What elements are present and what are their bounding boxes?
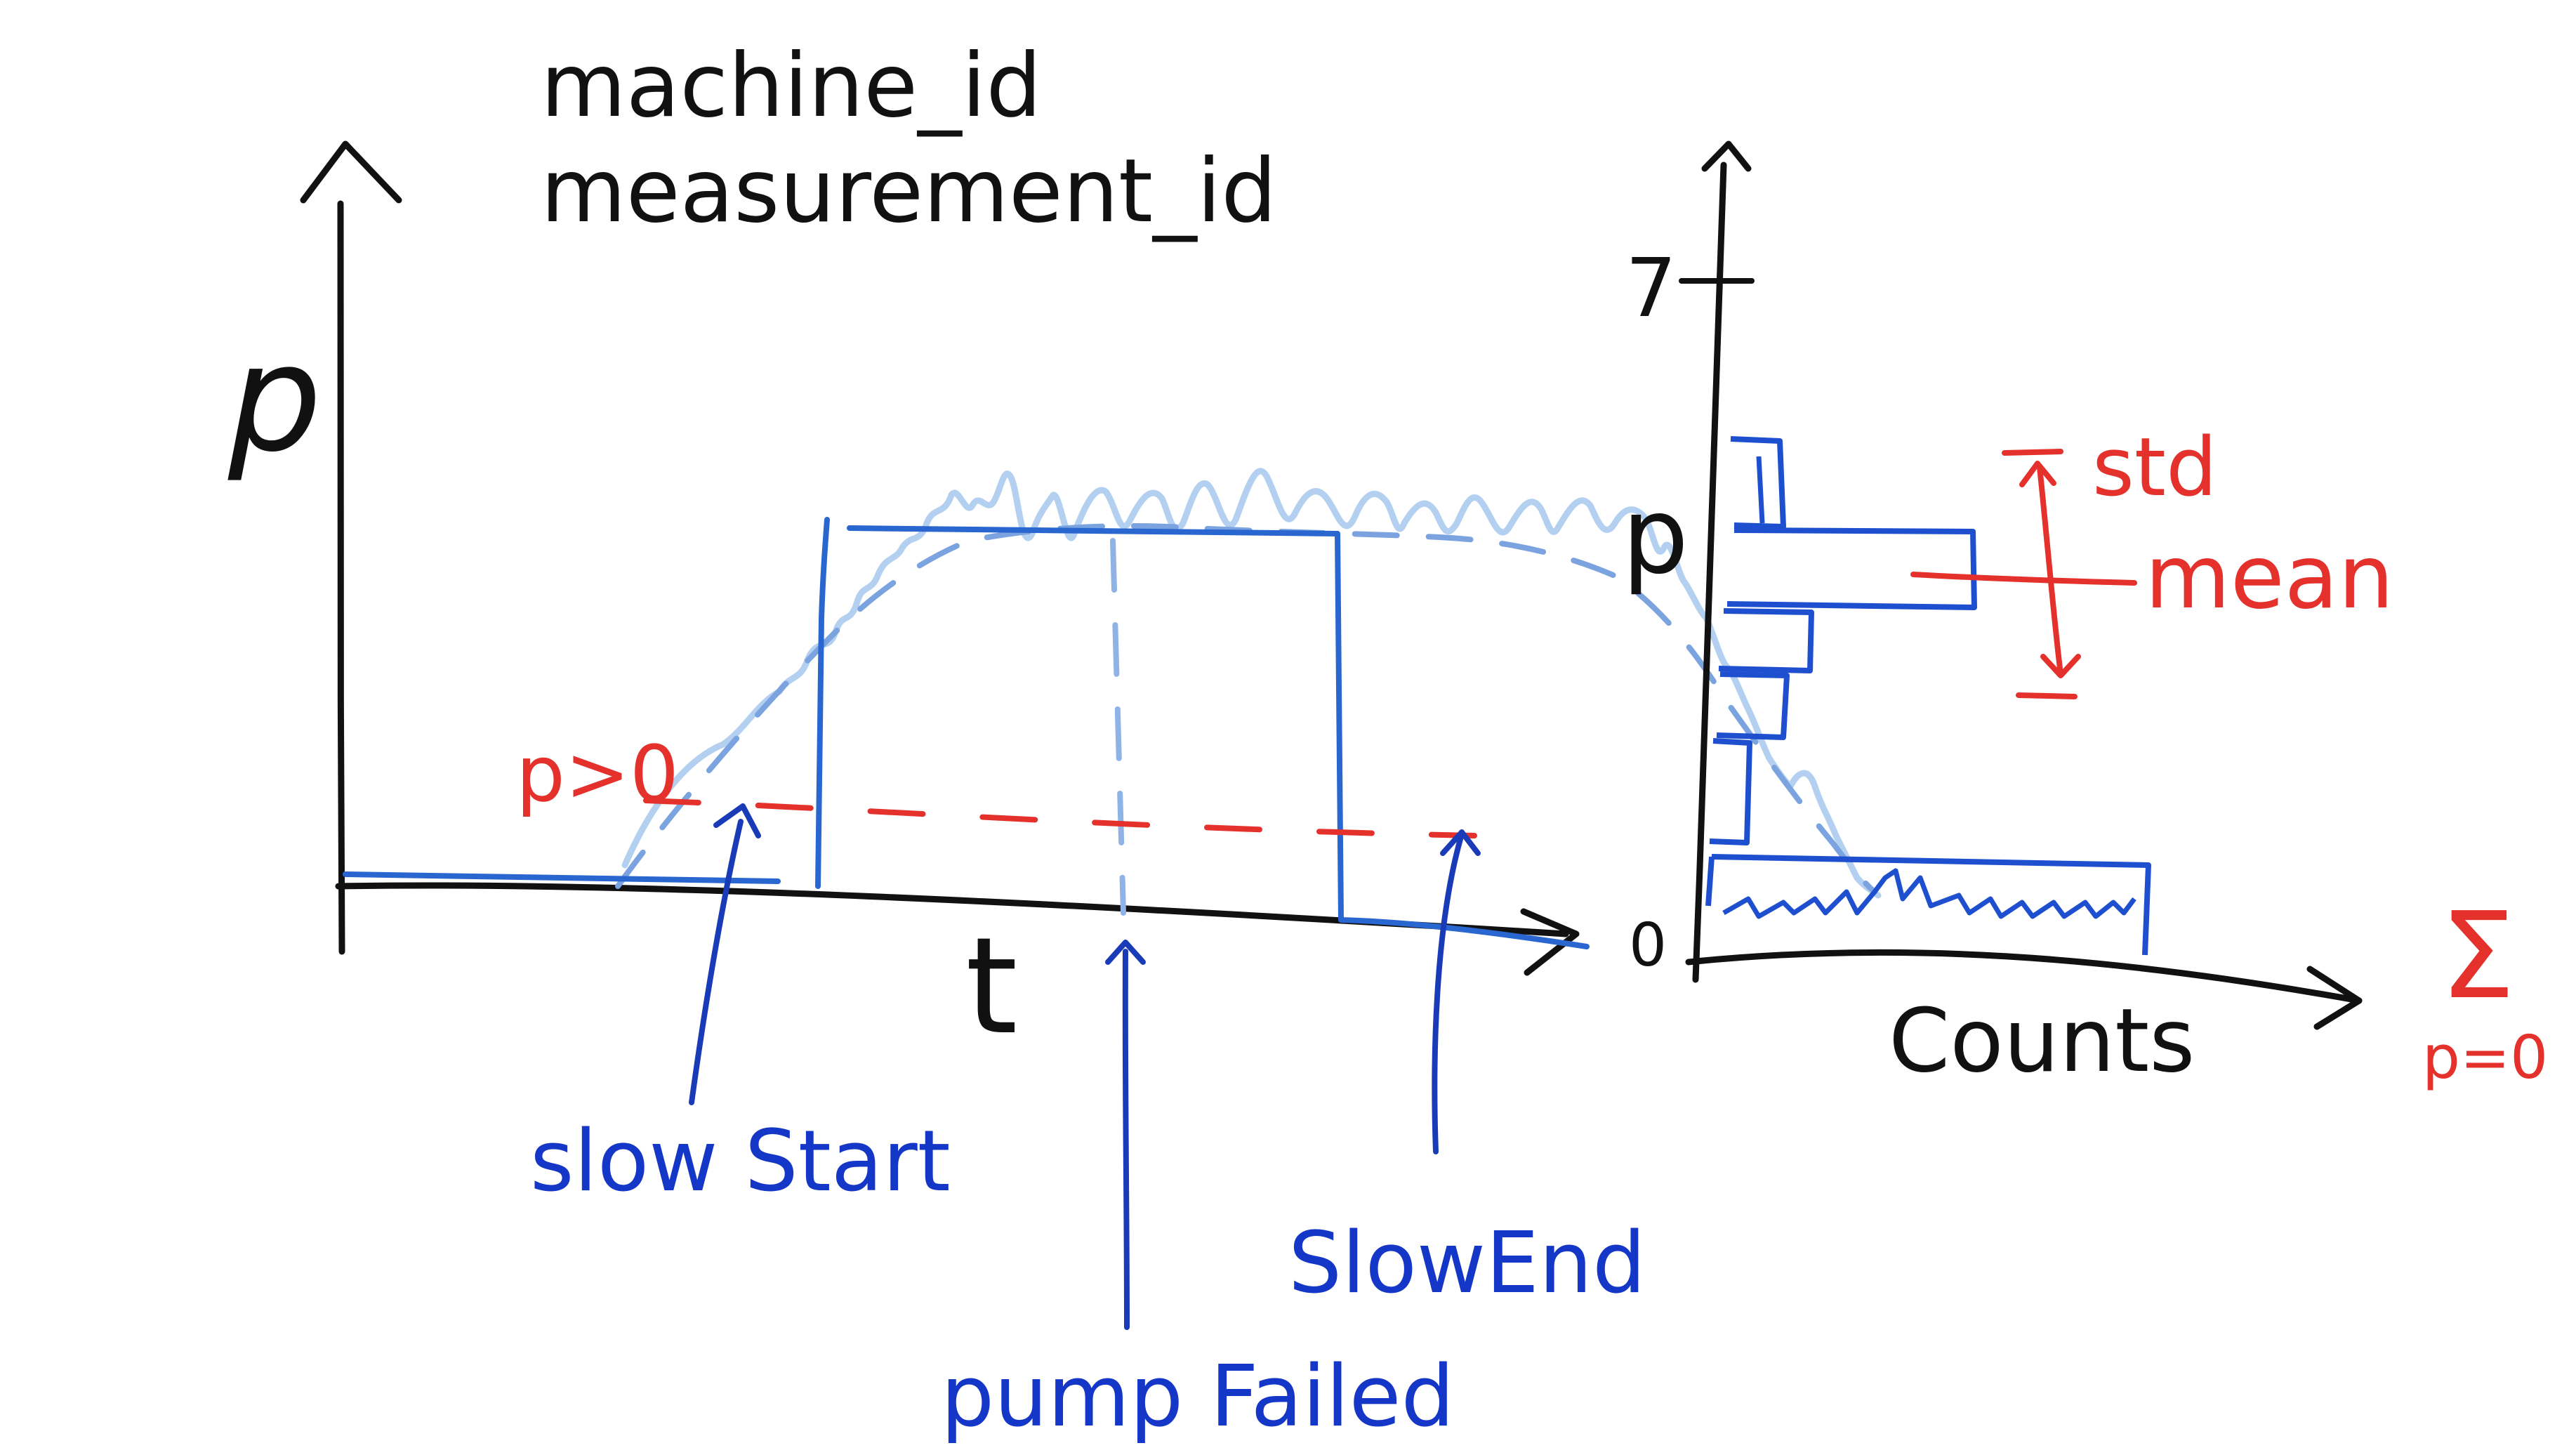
histogram-bar-zero <box>1705 854 2151 956</box>
std-down-arrow-icon <box>2040 654 2081 678</box>
pump-failed-arrow-head-icon <box>1105 940 1146 965</box>
measurement-id-label: measurement_id <box>541 140 1277 242</box>
histogram-x-arrow-icon <box>2306 966 2363 1030</box>
slow-end-arrow-head-icon <box>1440 829 1481 856</box>
std-top-cap <box>2002 449 2063 456</box>
machine-id-label: machine_id <box>541 35 1042 137</box>
std-up-arrow-icon <box>2019 461 2056 487</box>
slow-end-label: SlowEnd <box>1288 1215 1646 1312</box>
slow-start-label: slow Start <box>530 1113 951 1211</box>
histogram-bar-zero-fill <box>1722 868 2136 919</box>
slow-start-arrow <box>689 819 744 1105</box>
time-plot-y-axis-label: p <box>227 312 322 485</box>
histogram-bar-peak <box>1726 527 1977 610</box>
time-plot-x-axis <box>335 882 1569 937</box>
pump-failed-marker-line <box>1110 538 1126 916</box>
histogram-y-axis-label: p <box>1622 475 1689 598</box>
threshold-label: p>0 <box>516 729 679 819</box>
slow-start-arrow-head-icon <box>713 803 761 838</box>
histogram-bar-mid-2 <box>1716 671 1790 740</box>
pump-failed-arrow <box>1122 949 1130 1330</box>
tick-top-label: 7 <box>1625 242 1677 336</box>
sum-symbol: Σ <box>2440 887 2515 1026</box>
histogram-plot: 7 0 p Counts std mean Σ p=0 <box>1622 140 2548 1093</box>
slow-end-arrow <box>1432 836 1463 1154</box>
histogram-x-axis <box>1685 949 2363 1004</box>
mean-line <box>1910 572 2137 586</box>
mean-label: mean <box>2145 527 2394 628</box>
histogram-y-arrow-icon <box>1701 140 1752 172</box>
histogram-bar-top-inner <box>1756 456 1765 524</box>
time-plot-y-arrow-icon <box>300 140 402 204</box>
histogram-bar-mid-1 <box>1718 608 1814 673</box>
threshold-line <box>643 798 1477 838</box>
time-plot-x-arrow-icon <box>1520 908 1580 976</box>
title-block: machine_id measurement_id <box>541 35 1277 242</box>
histogram-x-axis-label: Counts <box>1889 990 2195 1092</box>
std-label: std <box>2092 421 2217 515</box>
time-plot-x-axis-label: t <box>965 909 1018 1064</box>
time-plot-y-axis <box>337 200 345 955</box>
time-plot: p t p>0 slow Start pump Failed SlowEnd <box>227 140 1882 1446</box>
histogram-bar-top <box>1730 436 1786 529</box>
measured-signal-curve <box>621 468 1882 899</box>
histogram-bar-mid-3 <box>1709 738 1752 845</box>
std-bottom-cap <box>2016 692 2078 699</box>
tick-bottom-label: 0 <box>1629 911 1667 980</box>
sum-subscript-label: p=0 <box>2422 1023 2548 1093</box>
pump-failed-label: pump Failed <box>941 1348 1455 1446</box>
std-range-bar <box>2037 464 2063 677</box>
state-signal-step <box>343 517 1590 949</box>
